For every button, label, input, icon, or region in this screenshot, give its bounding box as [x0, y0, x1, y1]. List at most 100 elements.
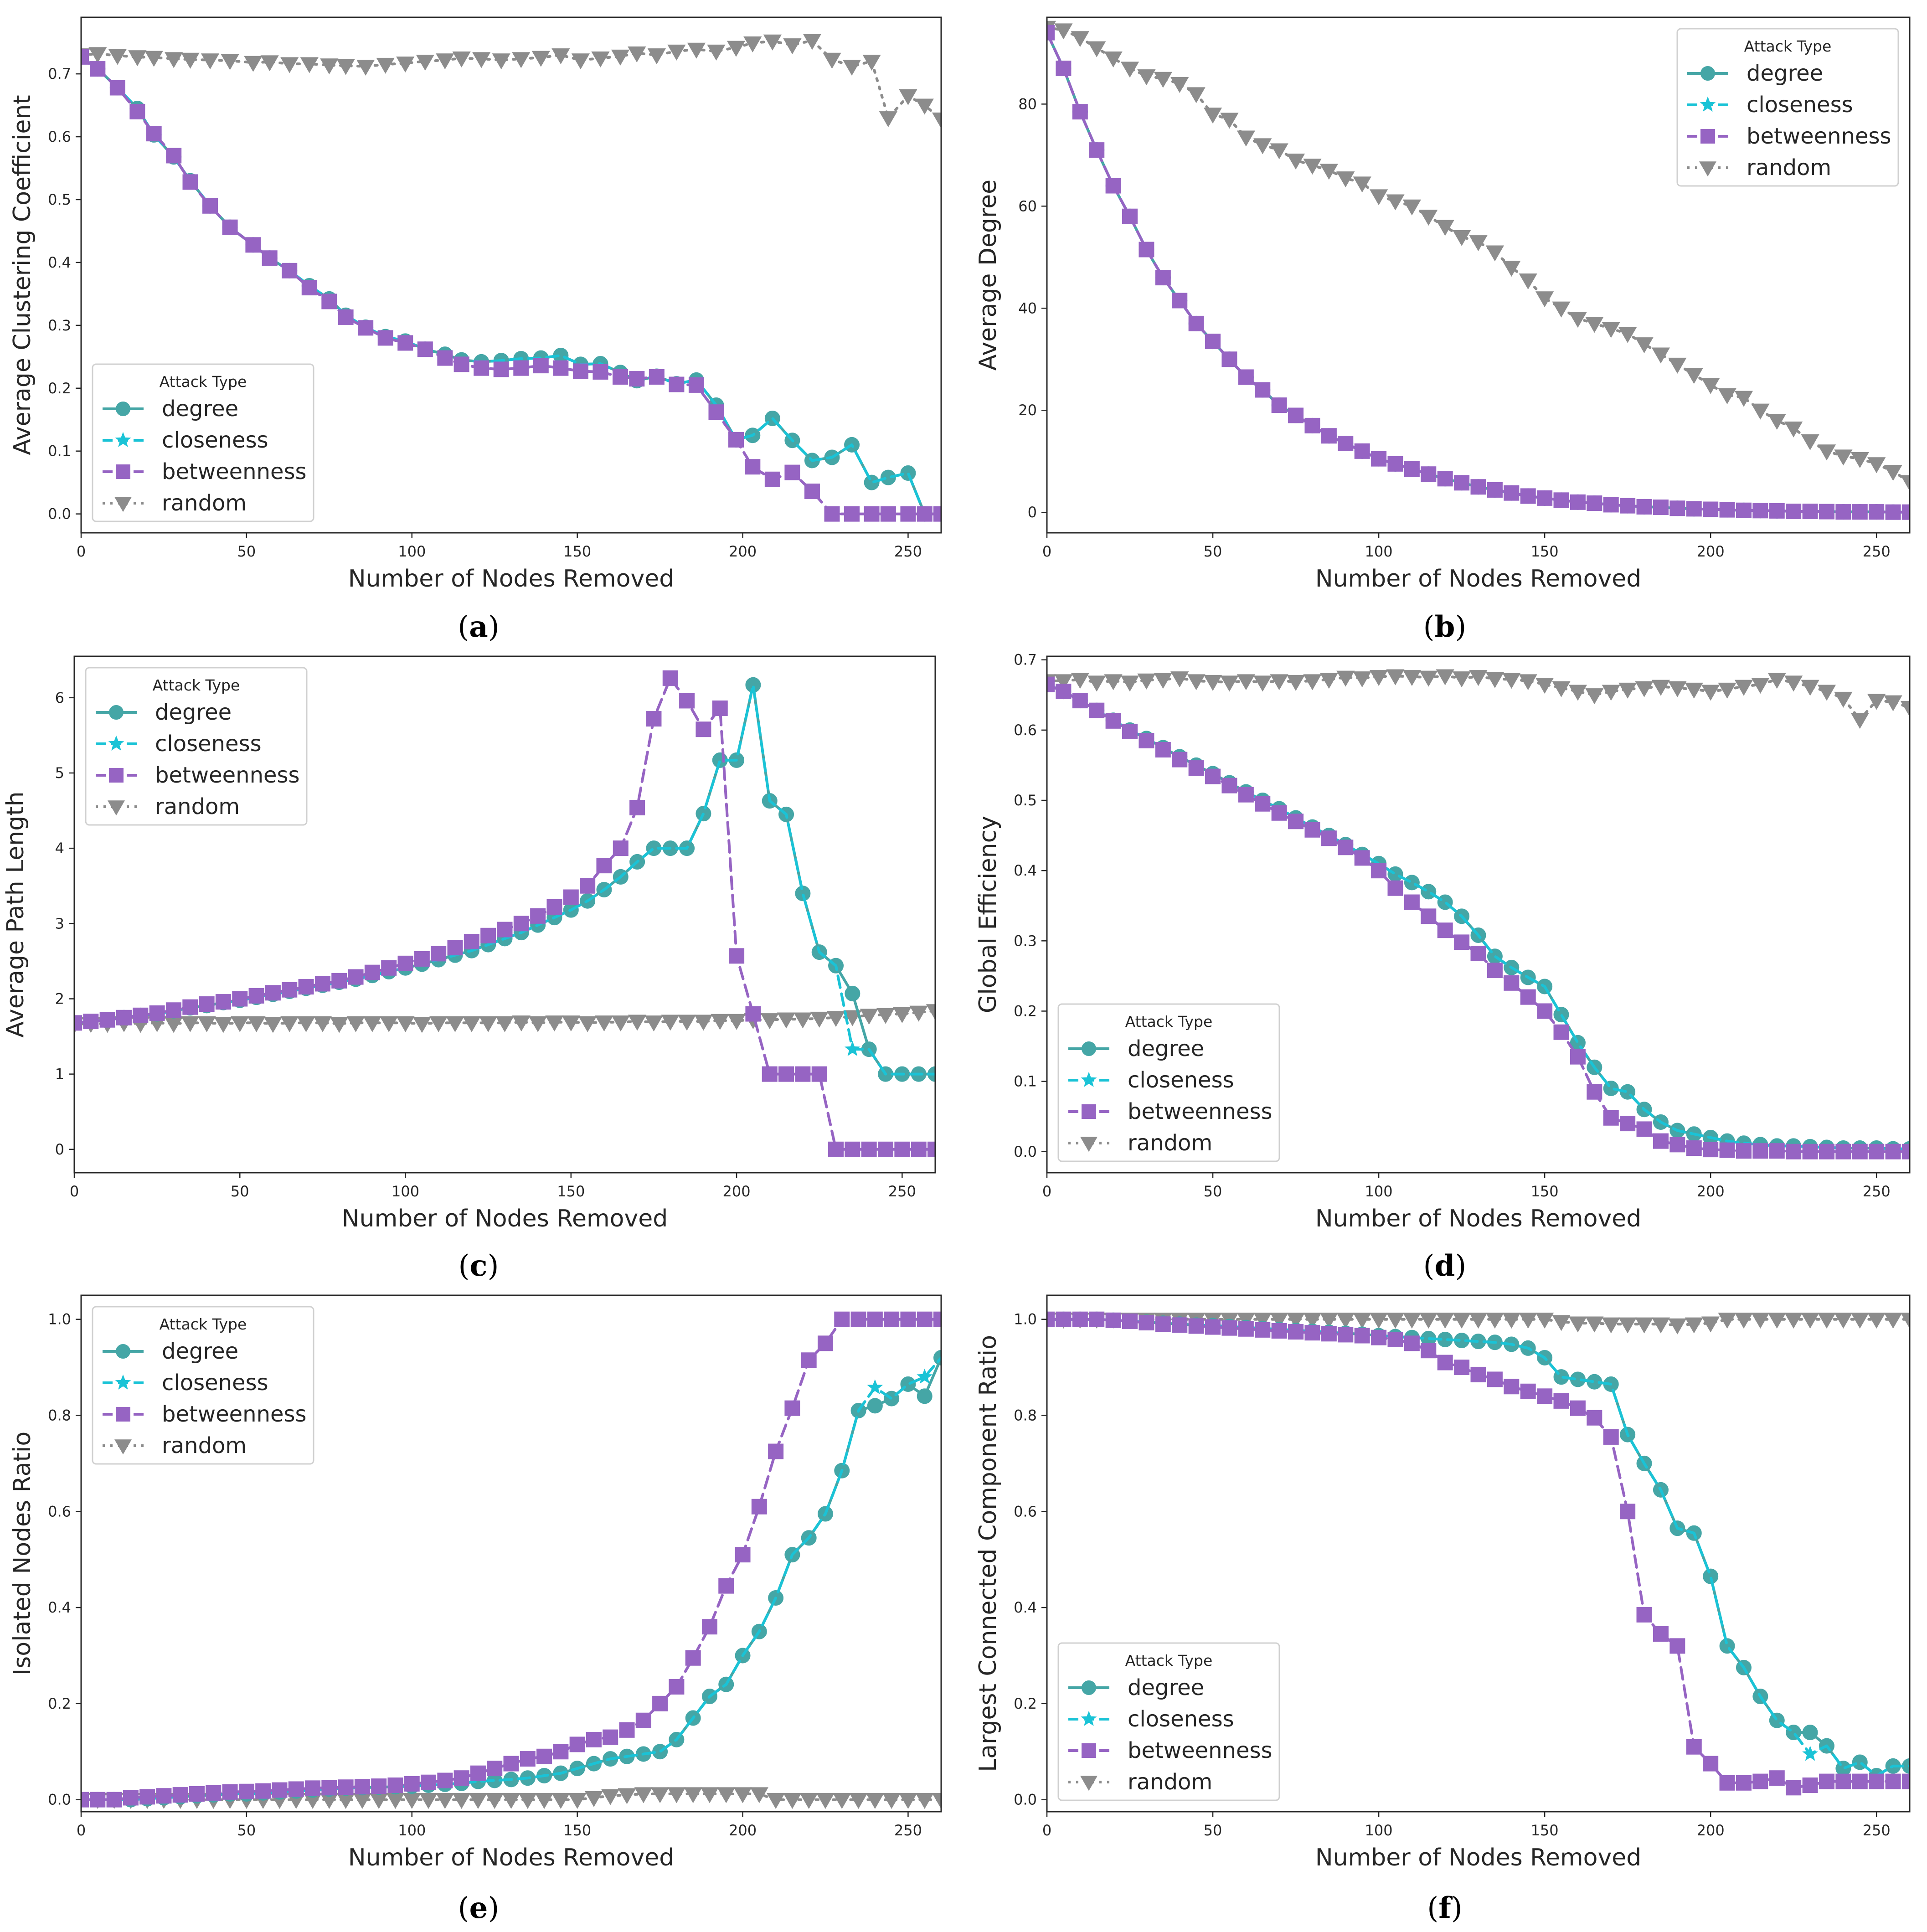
- legend-marker-degree: [116, 402, 130, 416]
- data-point-betweenness: [1885, 1144, 1901, 1159]
- data-point-betweenness: [288, 1781, 304, 1797]
- data-point-betweenness: [265, 985, 281, 1001]
- data-point-betweenness: [1421, 908, 1437, 924]
- data-point-betweenness: [1570, 1049, 1586, 1065]
- data-point-betweenness: [1819, 504, 1834, 520]
- data-point-betweenness: [1487, 482, 1503, 498]
- data-point-betweenness: [1537, 490, 1553, 506]
- data-point-betweenness: [1752, 503, 1768, 519]
- data-point-betweenness: [238, 1783, 254, 1799]
- data-point-betweenness: [1703, 1142, 1719, 1158]
- data-point-random: [595, 1015, 613, 1032]
- x-tick-label: 0: [1042, 543, 1051, 560]
- data-point-random: [221, 54, 239, 70]
- x-tick-label: 150: [557, 1183, 585, 1200]
- data-point-random: [396, 1016, 415, 1032]
- data-point-random: [1270, 143, 1288, 160]
- data-point-random: [1668, 1318, 1687, 1334]
- data-point-random: [1303, 674, 1322, 690]
- legend-frame: [1057, 1003, 1280, 1162]
- data-point-random: [1170, 77, 1189, 93]
- data-point-random: [1635, 681, 1654, 697]
- data-point-random: [1120, 62, 1139, 78]
- y-tick-label: 0.0: [48, 505, 71, 523]
- data-point-betweenness: [1636, 1607, 1652, 1623]
- data-point-betweenness: [1504, 485, 1520, 501]
- data-point-betweenness: [1404, 1335, 1420, 1351]
- data-point-betweenness: [1437, 922, 1453, 938]
- data-point-betweenness: [255, 1783, 271, 1799]
- data-point-random: [1602, 1317, 1620, 1334]
- data-point-random: [1568, 685, 1587, 701]
- data-point-random: [231, 1016, 249, 1032]
- data-point-random: [356, 59, 375, 76]
- data-point-random: [1253, 675, 1272, 692]
- data-point-betweenness: [1603, 497, 1619, 513]
- data-point-random: [416, 54, 434, 71]
- data-point-random: [144, 51, 163, 67]
- legend-title: Attack Type: [153, 676, 240, 694]
- data-point-random: [1203, 108, 1222, 124]
- data-point-betweenness: [202, 198, 218, 214]
- y-tick-label: 0.6: [1014, 1503, 1037, 1520]
- data-point-betweenness: [1221, 778, 1237, 793]
- data-point-random: [1850, 452, 1869, 469]
- data-point-betweenness: [784, 1400, 800, 1416]
- legend-label-random: random: [155, 794, 240, 819]
- data-point-random: [1801, 680, 1819, 696]
- data-point-betweenness: [824, 506, 840, 522]
- series-line-random: [81, 1793, 941, 1801]
- data-point-betweenness: [894, 1141, 910, 1157]
- data-point-betweenness: [1587, 495, 1602, 511]
- data-point-betweenness: [1056, 60, 1072, 76]
- data-point-random: [611, 49, 630, 66]
- data-point-random: [1602, 685, 1620, 701]
- data-point-betweenness: [1786, 1144, 1802, 1159]
- data-point-random: [1220, 113, 1239, 129]
- data-point-random: [1087, 675, 1106, 692]
- data-point-random: [330, 1017, 349, 1033]
- data-point-betweenness: [804, 483, 820, 499]
- data-point-random: [419, 1793, 438, 1809]
- data-point-degree: [1404, 875, 1420, 891]
- data-point-betweenness: [1769, 1770, 1785, 1786]
- data-point-random: [1087, 41, 1106, 57]
- data-point-degree: [867, 1398, 883, 1414]
- data-point-random: [866, 1793, 884, 1809]
- data-point-betweenness: [603, 1729, 618, 1745]
- data-point-betweenness: [712, 700, 728, 716]
- data-point-betweenness: [533, 358, 549, 374]
- data-point-random: [1718, 682, 1736, 699]
- data-point-betweenness: [99, 1012, 115, 1028]
- data-point-random: [849, 1793, 868, 1809]
- data-point-random: [197, 1016, 216, 1032]
- y-tick-label: 6: [55, 689, 64, 706]
- legend-marker-closeness: [115, 1374, 131, 1390]
- legend: Attack Type degree closeness betweenness ran…: [1057, 1003, 1280, 1162]
- caption-e: (e): [458, 1891, 500, 1925]
- data-point-betweenness: [1437, 1355, 1453, 1370]
- data-point-random: [1286, 1313, 1305, 1329]
- data-point-random: [181, 52, 200, 69]
- y-tick-label: 0: [55, 1141, 64, 1158]
- legend-label-degree: degree: [162, 1339, 238, 1364]
- data-point-random: [1618, 327, 1637, 343]
- data-point-betweenness: [74, 1015, 82, 1031]
- series-line-betweenness: [81, 55, 941, 515]
- y-tick-label: 0.4: [48, 1599, 71, 1616]
- data-point-betweenness: [81, 1792, 89, 1808]
- data-point-betweenness: [1304, 1325, 1320, 1341]
- data-point-betweenness: [480, 927, 496, 943]
- data-point-random: [1419, 670, 1438, 687]
- legend-label-closeness: closeness: [155, 731, 262, 757]
- data-point-betweenness: [123, 1790, 139, 1806]
- y-axis-label: Isolated Nodes Ratio: [9, 1432, 36, 1675]
- data-point-random: [336, 59, 355, 75]
- data-point-degree: [795, 886, 811, 902]
- data-point-betweenness: [619, 1722, 635, 1738]
- data-point-betweenness: [453, 356, 469, 372]
- data-point-betweenness: [206, 1785, 222, 1801]
- data-point-betweenness: [1553, 1393, 1569, 1409]
